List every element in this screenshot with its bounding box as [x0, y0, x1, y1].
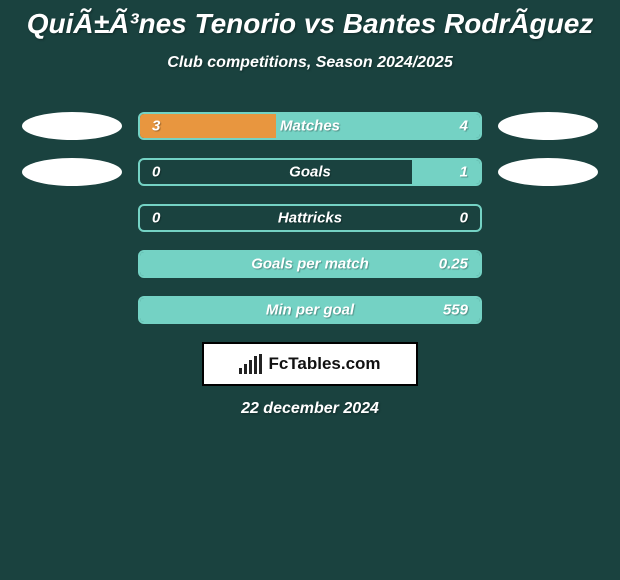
right-badge: [498, 158, 598, 186]
page-subtitle: Club competitions, Season 2024/2025: [0, 54, 620, 72]
stat-label: Min per goal: [266, 302, 354, 319]
stat-bar: 0.25 Goals per match: [138, 250, 482, 278]
comparison-infographic: QuiÃ±Ã³nes Tenorio vs Bantes RodrÃ­guez …: [0, 0, 620, 580]
stat-label: Hattricks: [278, 210, 342, 227]
stat-row: 0 0 Hattricks: [0, 204, 620, 232]
stat-bar: 0 0 Hattricks: [138, 204, 482, 232]
left-badge: [22, 112, 122, 140]
stat-right-value: 4: [460, 118, 468, 135]
stat-row: 0 1 Goals: [0, 158, 620, 186]
left-badge-spacer: [22, 250, 122, 278]
right-badge-spacer: [498, 250, 598, 278]
stat-bar: 0 1 Goals: [138, 158, 482, 186]
left-badge-spacer: [22, 296, 122, 324]
stat-row: 559 Min per goal: [0, 296, 620, 324]
right-badge: [498, 112, 598, 140]
stats-section: 3 4 Matches 0 1 Goals 0 0 Hattricks 0.25 Goals per…: [0, 112, 620, 324]
stat-label: Goals per match: [251, 256, 369, 273]
stat-label: Matches: [280, 118, 340, 135]
stat-right-value: 559: [443, 302, 468, 319]
stat-right-value: 1: [460, 164, 468, 181]
date-line: 22 december 2024: [0, 400, 620, 418]
right-badge-spacer: [498, 204, 598, 232]
stat-left-value: 3: [152, 118, 160, 135]
logo-box: FcTables.com: [202, 342, 418, 386]
stat-right-value: 0: [460, 210, 468, 227]
stat-left-value: 0: [152, 210, 160, 227]
stat-row: 3 4 Matches: [0, 112, 620, 140]
stat-bar: 559 Min per goal: [138, 296, 482, 324]
stat-bar-left-fill: [140, 114, 276, 138]
logo-text: FcTables.com: [268, 354, 380, 374]
stat-label: Goals: [289, 164, 331, 181]
left-badge: [22, 158, 122, 186]
logo-bars-icon: [239, 354, 262, 374]
page-title: QuiÃ±Ã³nes Tenorio vs Bantes RodrÃ­guez: [0, 0, 620, 40]
stat-bar: 3 4 Matches: [138, 112, 482, 140]
stat-left-value: 0: [152, 164, 160, 181]
stat-bar-right-fill: [412, 160, 480, 184]
stat-right-value: 0.25: [439, 256, 468, 273]
stat-row: 0.25 Goals per match: [0, 250, 620, 278]
left-badge-spacer: [22, 204, 122, 232]
right-badge-spacer: [498, 296, 598, 324]
